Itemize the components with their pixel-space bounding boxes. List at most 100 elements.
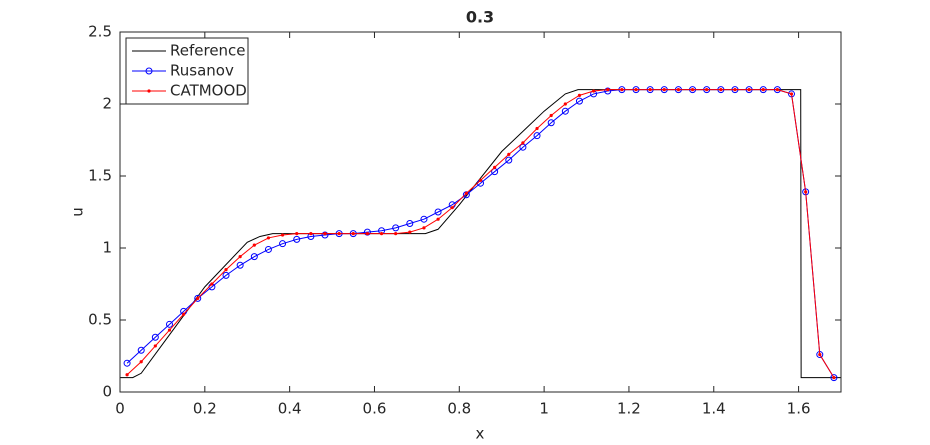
- marker: [620, 88, 624, 92]
- marker: [804, 190, 808, 194]
- marker: [236, 261, 244, 269]
- marker: [422, 226, 426, 230]
- line: [120, 89, 841, 379]
- marker: [450, 206, 454, 210]
- marker: [533, 132, 541, 140]
- marker: [535, 126, 539, 131]
- legend-label: Rusanov: [170, 62, 234, 80]
- marker: [153, 344, 157, 348]
- marker: [293, 235, 301, 243]
- marker: [351, 232, 355, 236]
- marker: [182, 312, 186, 316]
- marker: [406, 220, 414, 228]
- marker: [137, 346, 145, 354]
- marker: [577, 93, 582, 97]
- marker: [493, 165, 497, 169]
- marker: [563, 102, 567, 106]
- marker: [832, 376, 836, 380]
- marker: [478, 178, 483, 182]
- marker: [420, 215, 428, 223]
- x-tick-label: 0.6: [363, 400, 387, 418]
- marker: [266, 236, 271, 240]
- marker: [606, 88, 610, 92]
- marker: [775, 88, 779, 92]
- marker: [165, 320, 173, 328]
- x-tick-label: 0.4: [278, 400, 302, 418]
- marker: [151, 333, 159, 341]
- legend-marker: [145, 67, 153, 75]
- marker: [125, 373, 129, 377]
- marker: [194, 294, 202, 302]
- chart-title: 0.3: [466, 8, 494, 27]
- marker: [505, 156, 513, 164]
- marker: [295, 232, 299, 236]
- marker: [394, 232, 398, 236]
- y-axis-label: u: [69, 207, 87, 217]
- y-tick-label: 2: [102, 95, 112, 113]
- marker: [662, 88, 666, 92]
- legend-label: Reference: [170, 42, 246, 60]
- plot-frame: [119, 31, 842, 393]
- marker: [830, 374, 838, 382]
- marker: [379, 232, 384, 236]
- x-tick-label: 1.4: [702, 400, 726, 418]
- marker: [238, 255, 242, 259]
- marker: [575, 97, 583, 105]
- y-tick-label: 1.5: [88, 167, 112, 185]
- marker: [280, 233, 285, 237]
- y-tick-label: 2.5: [88, 23, 112, 41]
- legend-label: CATMOOD: [170, 82, 247, 100]
- x-tick-label: 1.6: [787, 400, 811, 418]
- marker: [549, 113, 553, 118]
- marker: [547, 119, 555, 127]
- marker: [648, 88, 652, 92]
- marker: [123, 359, 131, 367]
- marker: [252, 243, 256, 247]
- marker: [337, 232, 341, 236]
- series: [120, 89, 841, 379]
- marker: [592, 89, 596, 93]
- marker: [634, 88, 638, 92]
- marker: [690, 88, 695, 92]
- marker: [323, 232, 327, 236]
- marker: [719, 88, 723, 92]
- marker: [747, 88, 751, 92]
- marker: [705, 88, 709, 92]
- x-tick-label: 0.8: [447, 400, 471, 418]
- marker: [789, 92, 794, 96]
- y-tick-label: 1: [102, 239, 112, 257]
- x-tick-label: 0: [115, 400, 125, 418]
- x-tick-label: 1: [539, 400, 549, 418]
- marker: [224, 268, 228, 272]
- marker: [507, 152, 511, 156]
- marker: [196, 296, 200, 300]
- marker: [139, 360, 143, 364]
- x-tick-label: 1.2: [617, 400, 641, 418]
- marker: [733, 88, 737, 92]
- marker: [561, 107, 569, 115]
- marker: [392, 224, 400, 232]
- x-axis-label: x: [476, 425, 485, 443]
- marker: [818, 352, 822, 357]
- marker: [365, 232, 369, 236]
- marker: [408, 230, 412, 234]
- marker: [250, 253, 258, 261]
- marker: [167, 328, 172, 332]
- series: [125, 88, 836, 380]
- marker: [676, 88, 681, 92]
- marker: [761, 88, 765, 92]
- y-tick-label: 0: [102, 383, 112, 401]
- marker: [521, 141, 525, 145]
- x-tick-label: 0.2: [193, 400, 217, 418]
- marker: [264, 245, 272, 253]
- y-tick-label: 0.5: [88, 311, 112, 329]
- marker: [279, 240, 287, 248]
- marker: [222, 271, 230, 279]
- marker: [210, 282, 214, 286]
- marker: [434, 208, 442, 216]
- marker: [464, 191, 468, 195]
- marker: [309, 232, 313, 236]
- marker: [436, 217, 440, 221]
